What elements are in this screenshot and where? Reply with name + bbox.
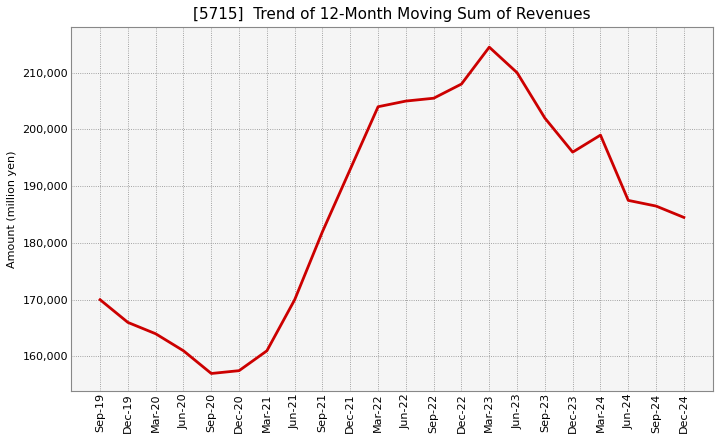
Title: [5715]  Trend of 12-Month Moving Sum of Revenues: [5715] Trend of 12-Month Moving Sum of R… — [193, 7, 591, 22]
Y-axis label: Amount (million yen): Amount (million yen) — [7, 150, 17, 268]
